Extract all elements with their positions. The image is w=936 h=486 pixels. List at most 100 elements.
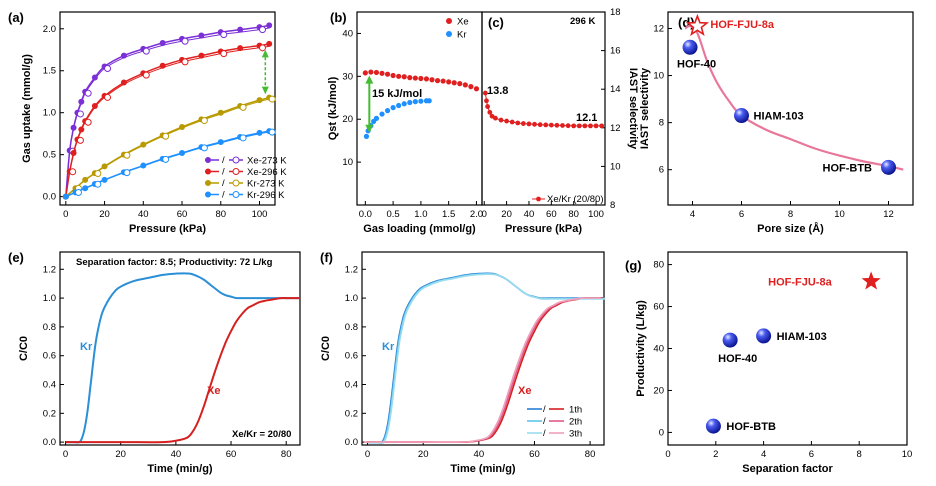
start-selectivity-label: 13.8 — [487, 85, 508, 97]
series-kr — [363, 98, 432, 139]
y-tick-label: 1.5 — [43, 66, 56, 77]
data-point-open — [104, 64, 112, 72]
x-tick-label: 6 — [739, 209, 744, 220]
panel-label: (e) — [8, 250, 24, 265]
y-axis-label: Qst (kJ/mol) — [327, 76, 339, 140]
plot-frame-c — [481, 11, 606, 206]
x-tick-label: 20 — [418, 449, 429, 460]
data-point — [543, 122, 549, 128]
legend-label: Xe-273 K — [247, 156, 287, 167]
data-point-open — [162, 155, 170, 163]
y-tick-label: 14 — [610, 84, 621, 95]
x-tick-label: 4 — [761, 449, 766, 460]
xe-curve-label: Xe — [518, 385, 531, 397]
data-point — [384, 108, 391, 114]
x-tick-label: 60 — [529, 449, 540, 460]
x-tick-label: 10 — [902, 449, 913, 460]
data-point — [520, 121, 526, 126]
panel-label: (c) — [488, 15, 504, 30]
x-tick-label: 0 — [482, 209, 487, 220]
x-tick-label: 40 — [524, 209, 535, 220]
y-tick-label: 10 — [653, 71, 664, 82]
x-tick-label: 40 — [474, 449, 485, 460]
data-point-open — [74, 188, 82, 196]
legend-separator: / — [222, 155, 225, 166]
y-tick-label: 80 — [653, 260, 664, 271]
data-point — [70, 124, 77, 131]
data-point — [198, 52, 205, 59]
x-tick-label: 60 — [226, 449, 237, 460]
x-axis-label: Gas loading (mmol/g) — [363, 223, 476, 235]
data-point — [509, 119, 515, 125]
legend-label: Kr-273 K — [247, 179, 285, 190]
x-tick-label: 60 — [177, 209, 188, 220]
data-point-open — [84, 118, 92, 126]
y-tick-label: 0.8 — [43, 322, 56, 333]
data-point — [487, 109, 493, 115]
series-xe-273-k — [62, 22, 273, 200]
x-tick-label: 8 — [788, 209, 793, 220]
y-tick-label: 0.0 — [43, 192, 56, 203]
x-tick-label: 20 — [501, 209, 512, 220]
data-point — [373, 69, 380, 76]
data-point — [582, 123, 588, 129]
x-axis-label: Pore size (Å) — [757, 222, 824, 235]
data-point — [373, 115, 380, 121]
data-point — [560, 123, 565, 128]
data-point — [418, 98, 424, 104]
data-point-open — [259, 26, 267, 34]
y-tick-label: 12 — [653, 23, 664, 34]
data-point — [548, 122, 554, 128]
legend-label: 3th — [569, 429, 582, 440]
panel-label: (b) — [330, 10, 347, 25]
x-axis-label: Pressure (kPa) — [129, 223, 206, 235]
legend-label: Xe-296 K — [247, 167, 287, 178]
panel-f: 0 20 40 60 80 0.0 0.2 0.4 0.6 0.8 1.0 1.2 Time (min/… — [320, 250, 606, 475]
point-label: HOF-BTB — [823, 162, 873, 174]
x-tick-label: 80 — [568, 209, 579, 220]
legend-marker — [536, 196, 541, 202]
data-point — [462, 82, 468, 88]
data-point — [101, 163, 108, 170]
legend-separator: / — [222, 178, 225, 189]
data-point — [390, 105, 396, 111]
point-label: HOF-FJU-8a — [710, 19, 774, 31]
x-tick-label: 12 — [883, 209, 894, 220]
data-point — [423, 76, 430, 82]
x-tick-label: 80 — [215, 209, 226, 220]
x-tick-label: 60 — [546, 209, 557, 220]
y-tick-label: 40 — [342, 28, 353, 39]
y-tick-label: 1.0 — [43, 293, 56, 304]
legend-label: Xe/Kr (20/80) — [547, 194, 604, 205]
qst-difference-label: 15 kJ/mol — [372, 88, 422, 100]
legend-marker-filled — [205, 180, 211, 186]
data-point — [266, 22, 273, 29]
legend-label: Kr-296 K — [247, 190, 285, 201]
x-axis-label: Time (min/g) — [147, 463, 213, 475]
data-point — [363, 133, 370, 139]
data-point — [426, 98, 432, 104]
data-point — [482, 90, 488, 96]
data-point — [599, 123, 605, 129]
data-point — [390, 72, 396, 79]
y-tick-label: 0.2 — [43, 408, 56, 419]
y-tick-label: 0.0 — [345, 437, 358, 448]
data-point — [565, 123, 571, 129]
arrow-head-up — [365, 75, 374, 84]
y-axis-label: Productivity (L/kg) — [635, 300, 647, 397]
data-point — [237, 45, 244, 52]
arrow-head-down — [365, 124, 374, 133]
data-point — [440, 78, 446, 84]
y-tick-label: 2.0 — [43, 24, 56, 35]
data-point — [588, 123, 593, 129]
data-point — [412, 75, 418, 81]
y-tick-label: 0.8 — [345, 322, 358, 333]
panel-label: (f) — [320, 250, 333, 265]
y-axis-label: IAST selectivity — [627, 68, 639, 150]
x-axis-label: Separation factor — [742, 463, 833, 475]
star-marker-hof-fju-8a — [861, 271, 881, 290]
data-point — [401, 101, 407, 107]
data-point — [537, 122, 543, 128]
data-point — [82, 185, 89, 192]
